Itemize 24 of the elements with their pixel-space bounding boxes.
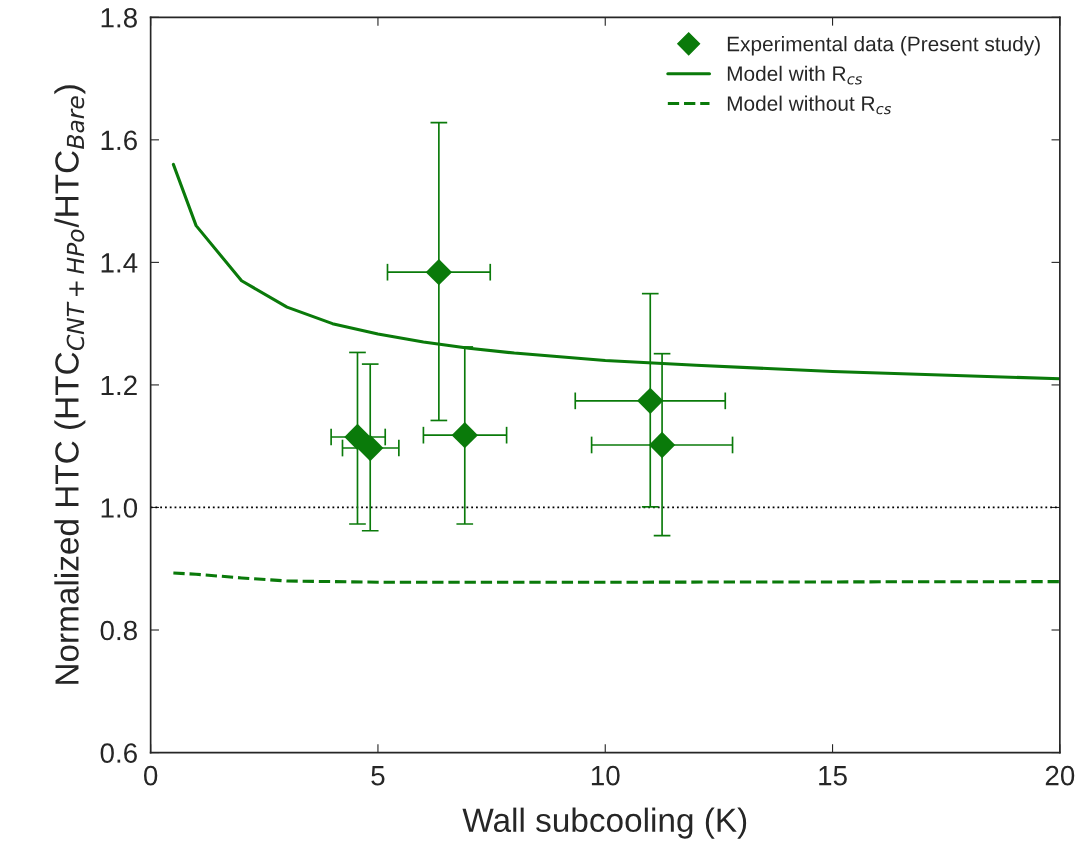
- y-tick-label: 1.0: [101, 498, 138, 518]
- y-axis-title: Normalized HTC (HTC$_{CNT+HPo}$/HTC$_{Bare}$): [54, 85, 86, 684]
- line-series: [171, 571, 1060, 584]
- legend-label: Model with R$_{cs}$: [727, 65, 863, 85]
- x-tick-label: 0: [144, 765, 158, 786]
- point: [425, 259, 453, 286]
- x-tick-label: 10: [591, 765, 620, 786]
- x-tick-label: 5: [371, 766, 385, 786]
- y-tick-label: 0.6: [100, 743, 137, 763]
- x-tick-label: 15: [819, 766, 847, 786]
- y-tick-label: 1.2: [101, 375, 137, 395]
- point: [637, 387, 664, 415]
- x-tick-label: 20: [1045, 765, 1075, 786]
- y-tick-label: 1.6: [101, 130, 137, 151]
- y-tick-label: 0.8: [100, 620, 137, 641]
- y-tick-label: 1.4: [101, 253, 138, 273]
- y-tick-label: 1.8: [101, 7, 137, 28]
- point: [344, 423, 371, 451]
- x-axis-title: Wall subcooling (K): [462, 807, 747, 839]
- legend-label: Model without R$_{cs}$: [727, 95, 892, 115]
- point: [357, 434, 384, 462]
- point: [451, 421, 478, 449]
- legend-label: Experimental data (Present study): [727, 36, 1040, 56]
- point: [648, 431, 676, 459]
